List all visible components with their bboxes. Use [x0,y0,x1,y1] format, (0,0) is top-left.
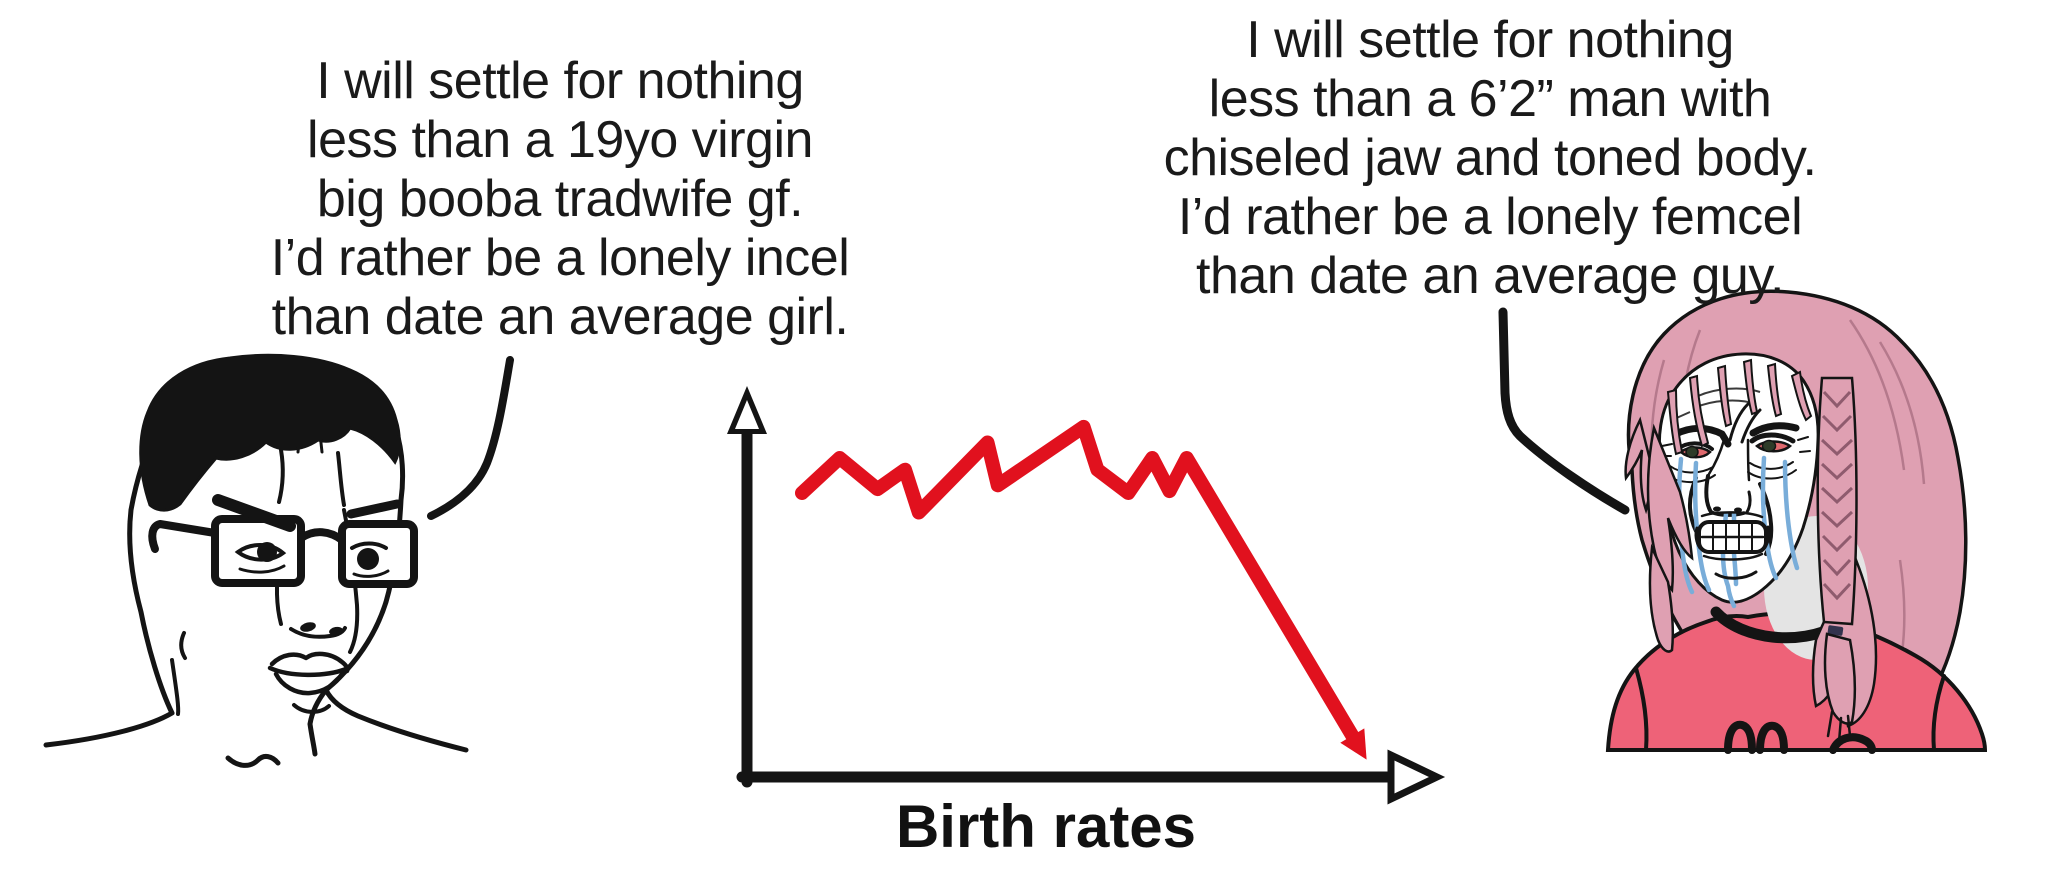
hair-bangs [1666,358,1813,456]
speech-tail-left [427,356,514,520]
speech-line: than date an average guy. [1196,247,1784,305]
birth-rates-chart [727,386,1446,805]
left-character-mouth [267,651,350,714]
left-eye-bag-1 [1669,465,1714,474]
left-cheek-mark [179,631,187,660]
hair-side-lock-lower [1648,543,1675,653]
chart-x-axis-label: Birth rates [895,793,1197,860]
left-speech-text: I will settle for nothing less than a 19… [230,52,890,347]
mouth-corners [1694,525,1771,550]
tear-streams [1677,455,1800,609]
right-eyebrow [346,499,402,519]
right-eye-upper-lid [1749,432,1796,444]
right-eye-iris [1761,439,1777,453]
y-axis-arrowhead-notch [735,400,759,429]
left-eye-iris [1685,445,1699,459]
speech-line: chiseled jaw and toned body. [1163,129,1817,187]
left-face-left-outline [43,417,175,748]
teeth-dividers [1712,523,1753,551]
braid-tail [1823,632,1857,725]
right-char-right-eyebrow [1749,422,1800,437]
hair-side-lock-left [1646,423,1694,594]
right-eye-underline [352,569,390,578]
glasses-bridge [297,528,346,544]
left-eyebrow [212,494,296,532]
left-face-right-outline [323,427,469,753]
speech-line: I’d rather be a lonely incel [270,229,850,287]
braid-tie [1827,625,1844,636]
right-speech-text: I will settle for nothing less than a 6’… [1140,11,1840,306]
upper-lip-line [1700,511,1764,519]
right-eye-pupil [357,548,379,570]
glasses-temple-arm [148,520,219,553]
birth-rate-line [795,419,1366,753]
right-character-illustration [1605,289,1988,754]
brow-furrow-marks [1707,402,1762,482]
lower-lip-line [1702,552,1764,561]
x-axis-arrowhead [1387,749,1446,805]
chin-line [1714,570,1758,580]
right-eye-lid [350,541,388,550]
speech-line: big booba tradwife gf. [316,170,804,228]
birth-rate-line-arrowhead [1340,728,1367,760]
left-clavicle-squiggle [225,753,281,768]
hair-braid [1816,376,1858,744]
speech-tail-right [1498,307,1630,515]
left-character-illustration [43,353,469,768]
braid-tip-strands [1826,710,1852,744]
glasses-right-lens [338,520,418,588]
left-neck-crease [170,658,181,716]
left-eye-underline [238,564,286,574]
speech-line: I will settle for nothing [316,52,804,110]
right-eye-bag-2 [1747,469,1797,480]
left-chin-neck-line [307,687,329,757]
right-character-mouth [1694,511,1771,580]
speech-line: than date an average girl. [271,288,849,346]
left-character-eyes [234,541,390,578]
left-character-hair [139,353,401,512]
speech-line: I’d rather be a lonely femcel [1177,188,1803,246]
chart-axes [727,386,1446,805]
right-eye-bag-1 [1749,461,1794,470]
left-character-nose [289,622,347,639]
speech-line: I will settle for nothing [1246,11,1734,69]
speech-line: less than a 6’2” man with [1208,70,1772,128]
left-eye-pupil [257,542,277,562]
speech-line: less than a 19yo virgin [307,111,813,169]
